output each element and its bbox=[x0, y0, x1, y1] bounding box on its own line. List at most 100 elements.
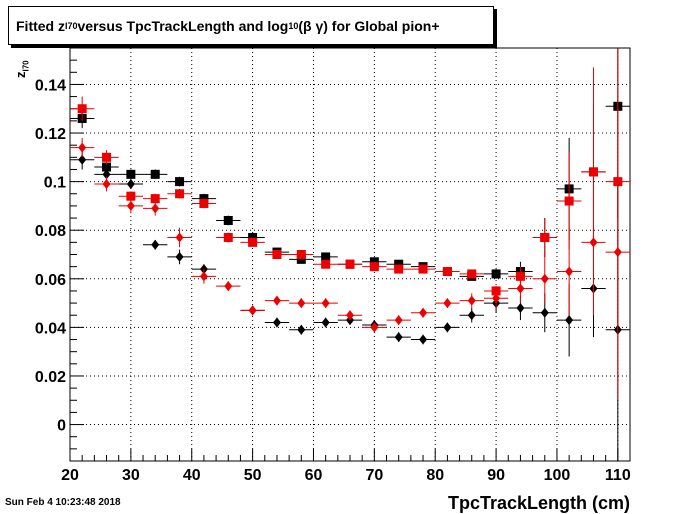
data-point-diamond bbox=[346, 310, 354, 321]
data-points bbox=[70, 48, 630, 461]
data-point-square bbox=[126, 191, 136, 201]
data-point-diamond bbox=[175, 232, 184, 243]
data-point-square bbox=[321, 259, 331, 269]
y-tick-label: 0.12 bbox=[35, 126, 66, 143]
data-point-diamond bbox=[199, 271, 208, 282]
y-axis-label-sub: I70 bbox=[21, 60, 31, 72]
y-tick-label: 0.1 bbox=[44, 175, 66, 192]
data-point-square bbox=[223, 232, 233, 242]
y-axis-label: zI70 bbox=[13, 60, 31, 78]
data-point-diamond bbox=[321, 317, 330, 328]
data-point-square bbox=[248, 232, 258, 242]
data-point-square bbox=[394, 264, 404, 274]
data-point-square bbox=[223, 215, 233, 225]
data-point-square bbox=[418, 264, 428, 274]
data-point-diamond bbox=[394, 332, 403, 343]
data-point-diamond bbox=[540, 307, 549, 318]
axis-ticks bbox=[69, 47, 631, 462]
y-tick-label: 0.14 bbox=[35, 77, 66, 94]
data-point-square bbox=[175, 189, 185, 199]
x-tick-label: 40 bbox=[183, 467, 201, 484]
y-tick-label: 0.06 bbox=[35, 272, 66, 289]
data-point-diamond bbox=[419, 334, 428, 345]
chart-title: Fitted z I70 versus TpcTrackLength and lo… bbox=[8, 6, 494, 45]
data-point-square bbox=[491, 269, 501, 279]
data-point-diamond bbox=[297, 324, 306, 335]
y-tick-label: 0 bbox=[57, 418, 66, 435]
data-point-square bbox=[369, 262, 379, 272]
x-tick-label: 60 bbox=[305, 467, 323, 484]
x-tick-label: 90 bbox=[487, 467, 505, 484]
data-point-diamond bbox=[297, 298, 306, 309]
data-point-diamond bbox=[78, 154, 87, 165]
data-point-diamond bbox=[589, 237, 598, 248]
title-part-a: Fitted z bbox=[16, 17, 65, 34]
timestamp: Sun Feb 4 10:23:48 2018 bbox=[5, 497, 121, 508]
data-point-diamond bbox=[78, 142, 87, 153]
y-axis-label-main: z bbox=[13, 71, 28, 79]
data-point-square bbox=[369, 257, 379, 267]
x-tick-label: 70 bbox=[365, 467, 383, 484]
axis-tick-labels: 20 30 40 50 60 70 80 90 100 110 0 0.02 0.04 0.06 0.08 0… bbox=[35, 77, 631, 484]
data-point-square bbox=[564, 196, 574, 206]
data-point-square bbox=[77, 104, 87, 114]
title-part-b-sub: 10 bbox=[288, 20, 299, 31]
data-point-square bbox=[272, 250, 282, 259]
data-point-diamond bbox=[540, 273, 549, 284]
data-point-diamond bbox=[151, 239, 160, 250]
data-point-square bbox=[296, 254, 306, 264]
data-point-square bbox=[126, 169, 136, 179]
data-point-diamond bbox=[321, 298, 330, 309]
y-tick-label: 0.04 bbox=[35, 320, 66, 337]
data-point-diamond bbox=[102, 179, 111, 190]
data-point-square bbox=[102, 152, 112, 162]
data-point-diamond bbox=[272, 295, 281, 306]
data-point-diamond bbox=[516, 302, 525, 313]
data-point-square bbox=[321, 252, 331, 262]
data-point-diamond bbox=[467, 310, 476, 321]
data-point-square bbox=[175, 177, 185, 187]
x-tick-label: 100 bbox=[544, 467, 571, 484]
data-point-diamond bbox=[443, 322, 452, 333]
data-point-diamond bbox=[565, 266, 574, 277]
y-tick-label: 0.08 bbox=[35, 223, 66, 240]
data-point-diamond bbox=[272, 317, 281, 328]
data-point-diamond bbox=[126, 200, 135, 211]
data-point-diamond bbox=[516, 283, 525, 294]
data-point-diamond bbox=[443, 298, 452, 309]
plot-frame bbox=[69, 47, 631, 462]
data-point-square bbox=[199, 198, 209, 208]
data-point-square bbox=[394, 259, 404, 269]
title-part-b: versus TpcTrackLength and log bbox=[77, 17, 289, 34]
data-point-diamond bbox=[102, 169, 111, 180]
x-tick-label: 110 bbox=[605, 467, 631, 484]
data-point-square bbox=[150, 194, 160, 204]
series-3 bbox=[70, 106, 630, 398]
title-part-a-sub: I70 bbox=[65, 20, 78, 31]
x-tick-label: 20 bbox=[61, 467, 79, 484]
data-point-diamond bbox=[175, 251, 184, 262]
data-point-square bbox=[442, 267, 452, 277]
data-point-square bbox=[150, 169, 160, 179]
data-point-diamond bbox=[370, 322, 379, 333]
series-1 bbox=[70, 48, 630, 328]
data-point-diamond bbox=[151, 203, 160, 214]
data-point-diamond bbox=[248, 305, 257, 316]
data-point-square bbox=[467, 269, 477, 279]
x-tick-label: 50 bbox=[244, 467, 262, 484]
x-tick-label: 80 bbox=[426, 467, 444, 484]
data-point-diamond bbox=[419, 307, 428, 318]
grid-lines bbox=[70, 48, 630, 461]
data-point-diamond bbox=[126, 179, 135, 190]
data-point-square bbox=[248, 237, 258, 247]
data-point-square bbox=[345, 259, 355, 269]
data-point-diamond bbox=[565, 315, 574, 326]
data-point-diamond bbox=[492, 293, 501, 304]
data-point-square bbox=[296, 250, 306, 259]
data-point-diamond bbox=[467, 295, 476, 306]
data-point-diamond bbox=[394, 315, 403, 326]
y-tick-label: 0.02 bbox=[35, 369, 66, 386]
data-point-diamond bbox=[613, 247, 622, 258]
data-point-diamond bbox=[224, 281, 233, 292]
